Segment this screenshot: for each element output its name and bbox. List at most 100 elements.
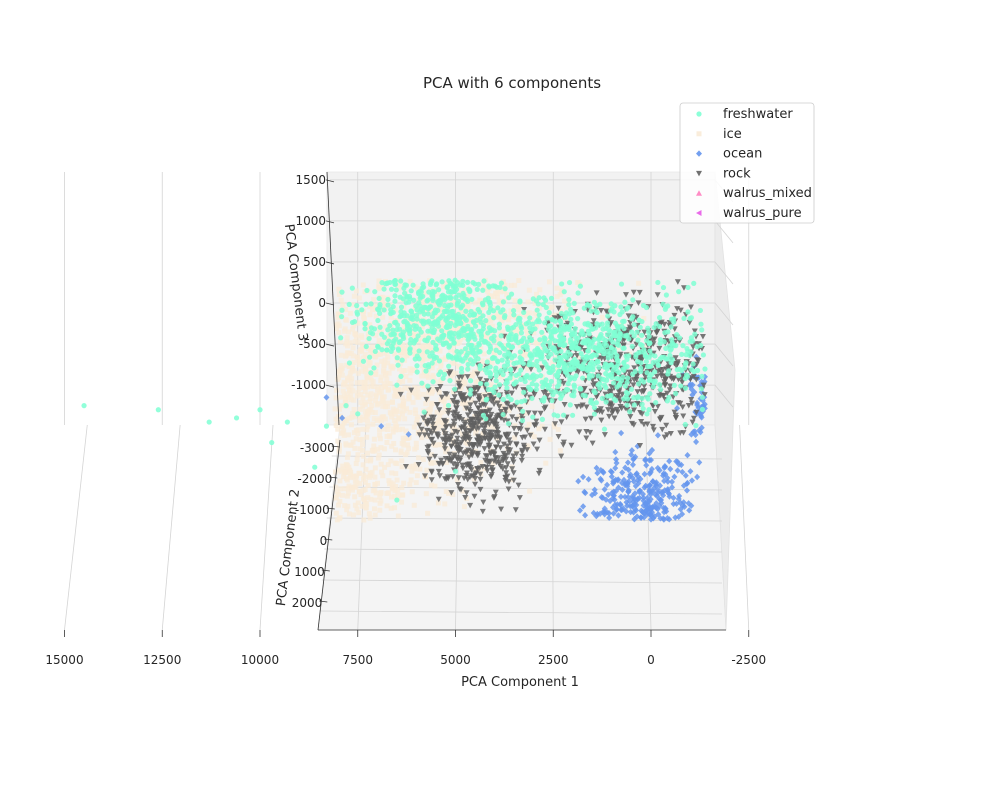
data-point [521, 389, 527, 395]
data-point [573, 404, 580, 410]
data-point [693, 422, 699, 429]
data-point [439, 279, 445, 285]
data-point [625, 375, 631, 381]
data-point [515, 482, 522, 489]
data-point [560, 380, 567, 387]
legend-frame [679, 102, 815, 224]
data-point [699, 327, 705, 333]
data-point [500, 403, 506, 409]
data-point [547, 339, 553, 346]
data-point [388, 314, 394, 320]
data-point [632, 507, 639, 514]
data-point [667, 465, 674, 473]
data-point [468, 467, 475, 473]
data-point [447, 327, 453, 333]
data-point [407, 481, 413, 487]
data-point [343, 400, 349, 406]
data-point [443, 449, 449, 455]
data-point [633, 373, 640, 380]
data-point [498, 368, 504, 374]
data-point [482, 367, 488, 373]
data-point [674, 467, 681, 474]
data-point [498, 280, 505, 286]
data-point [673, 415, 680, 421]
data-point [407, 464, 413, 470]
data-point [561, 342, 567, 349]
data-point [650, 423, 657, 430]
data-point [323, 394, 330, 401]
data-point [367, 395, 373, 401]
data-point [424, 319, 430, 325]
data-point [460, 290, 466, 296]
data-point [554, 294, 560, 300]
data-point [573, 359, 580, 365]
data-point [531, 410, 538, 417]
data-point [452, 327, 458, 333]
data-point [636, 494, 643, 502]
data-point [591, 411, 598, 417]
data-point [590, 326, 596, 332]
data-point [393, 471, 399, 477]
data-point [429, 386, 435, 392]
data-point [348, 392, 354, 398]
data-point [360, 462, 366, 468]
data-point [479, 300, 486, 306]
data-point [462, 355, 468, 361]
data-point [458, 308, 464, 314]
data-point [686, 319, 693, 326]
data-point [413, 462, 419, 468]
data-point [348, 383, 354, 389]
data-point [403, 435, 409, 441]
data-point [598, 477, 605, 484]
data-point [468, 323, 474, 329]
data-point [381, 286, 387, 292]
data-point [566, 279, 573, 286]
data-point [508, 291, 515, 297]
data-point [445, 408, 452, 414]
data-point [419, 373, 425, 379]
data-point [462, 419, 469, 426]
data-point [460, 278, 466, 284]
data-point [362, 369, 368, 375]
data-point [360, 403, 366, 409]
data-point [567, 402, 573, 408]
data-point [683, 360, 689, 366]
data-point [656, 345, 663, 352]
data-point [504, 324, 511, 330]
data-point [551, 345, 557, 351]
data-point [508, 405, 515, 411]
data-point [473, 379, 479, 385]
data-point [627, 414, 634, 420]
data-point [393, 421, 399, 427]
data-point [532, 300, 538, 306]
data-point [498, 333, 504, 339]
data-point [513, 372, 519, 379]
data-point [436, 418, 442, 424]
data-point [464, 461, 471, 468]
data-point [415, 285, 421, 291]
data-point [398, 278, 404, 284]
data-point [491, 494, 498, 500]
data-point [459, 369, 465, 375]
data-point [351, 323, 357, 329]
data-point [479, 358, 485, 364]
data-point [494, 290, 500, 296]
data-point [333, 484, 339, 490]
data-point [600, 336, 606, 342]
data-point [552, 357, 558, 363]
data-point [387, 322, 393, 329]
data-point [592, 381, 599, 387]
data-point [429, 421, 436, 428]
data-point [627, 326, 634, 332]
legend-item-ocean: ocean [696, 147, 762, 162]
data-point [381, 307, 387, 313]
data-point [467, 408, 474, 415]
data-point [687, 468, 694, 475]
data-point [366, 511, 372, 517]
data-point [408, 477, 414, 483]
data-point [424, 372, 430, 378]
x-tick-label: 12500 [143, 653, 181, 667]
data-point [393, 287, 399, 293]
data-point [641, 329, 648, 336]
data-point [443, 424, 450, 430]
